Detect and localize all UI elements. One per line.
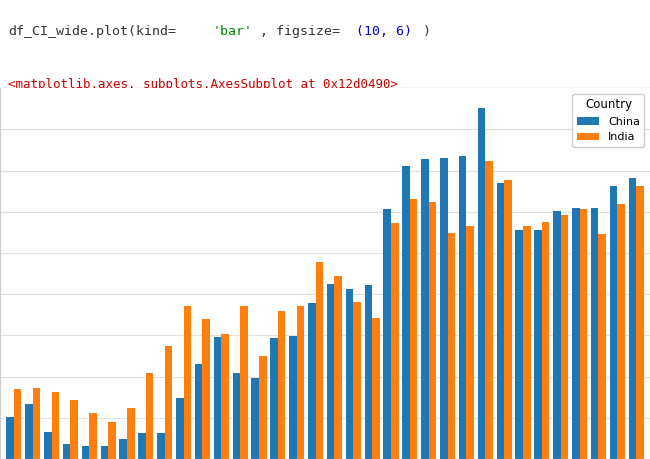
Bar xyxy=(108,422,116,459)
Bar xyxy=(580,209,587,459)
Bar xyxy=(51,392,59,459)
Bar xyxy=(70,400,78,459)
Bar xyxy=(572,208,580,459)
Bar xyxy=(591,208,599,459)
Bar xyxy=(157,433,164,459)
Bar xyxy=(478,108,486,459)
Bar xyxy=(534,230,542,459)
Bar xyxy=(82,447,89,459)
Bar xyxy=(504,180,512,459)
Bar xyxy=(497,183,504,459)
Bar xyxy=(240,306,248,459)
Bar xyxy=(63,444,70,459)
Bar xyxy=(421,159,429,459)
Bar xyxy=(365,285,372,459)
Bar xyxy=(101,446,108,459)
Bar xyxy=(561,215,568,459)
Bar xyxy=(429,202,436,459)
Bar xyxy=(32,388,40,459)
Bar xyxy=(146,373,153,459)
Bar xyxy=(89,413,97,459)
Bar xyxy=(410,199,417,459)
Bar xyxy=(629,178,636,459)
Text: ): ) xyxy=(422,25,430,38)
Text: , figsize=: , figsize= xyxy=(260,25,340,38)
Bar xyxy=(183,306,191,459)
Text: <matplotlib.axes._subplots.AxesSubplot at 0x12d0490>: <matplotlib.axes._subplots.AxesSubplot a… xyxy=(8,78,398,91)
Bar xyxy=(176,398,183,459)
Bar xyxy=(308,303,315,459)
Bar xyxy=(467,226,474,459)
Bar xyxy=(289,336,296,459)
Bar xyxy=(14,389,21,459)
Legend: China, India: China, India xyxy=(573,94,644,147)
Bar xyxy=(252,378,259,459)
Bar xyxy=(233,373,240,459)
Bar xyxy=(259,356,266,459)
Bar xyxy=(402,166,410,459)
Bar xyxy=(138,433,146,459)
Bar xyxy=(202,319,210,459)
Bar xyxy=(221,334,229,459)
Bar xyxy=(354,302,361,459)
Bar xyxy=(278,311,285,459)
Bar xyxy=(164,347,172,459)
Bar xyxy=(127,408,135,459)
Bar xyxy=(346,289,354,459)
Bar xyxy=(636,186,644,459)
Bar xyxy=(459,157,467,459)
Bar xyxy=(120,439,127,459)
Bar xyxy=(6,417,14,459)
Bar xyxy=(523,226,530,459)
Bar xyxy=(296,306,304,459)
Bar xyxy=(335,276,342,459)
Bar xyxy=(384,209,391,459)
Bar xyxy=(553,211,561,459)
Bar xyxy=(448,233,455,459)
Bar xyxy=(610,186,617,459)
Bar xyxy=(486,161,493,459)
Text: df_CI_wide.plot(kind=: df_CI_wide.plot(kind= xyxy=(8,25,176,38)
Text: 'bar': 'bar' xyxy=(213,25,253,38)
Bar xyxy=(270,338,278,459)
Bar xyxy=(542,222,549,459)
Bar xyxy=(618,204,625,459)
Bar xyxy=(214,337,221,459)
Bar xyxy=(25,404,32,459)
Bar xyxy=(440,158,448,459)
Bar xyxy=(599,235,606,459)
Bar xyxy=(44,432,51,459)
Bar xyxy=(315,262,323,459)
Bar xyxy=(195,364,202,459)
Bar xyxy=(327,284,335,459)
Bar xyxy=(372,318,380,459)
Bar xyxy=(391,224,398,459)
Text: (10, 6): (10, 6) xyxy=(356,25,411,38)
Bar xyxy=(515,230,523,459)
